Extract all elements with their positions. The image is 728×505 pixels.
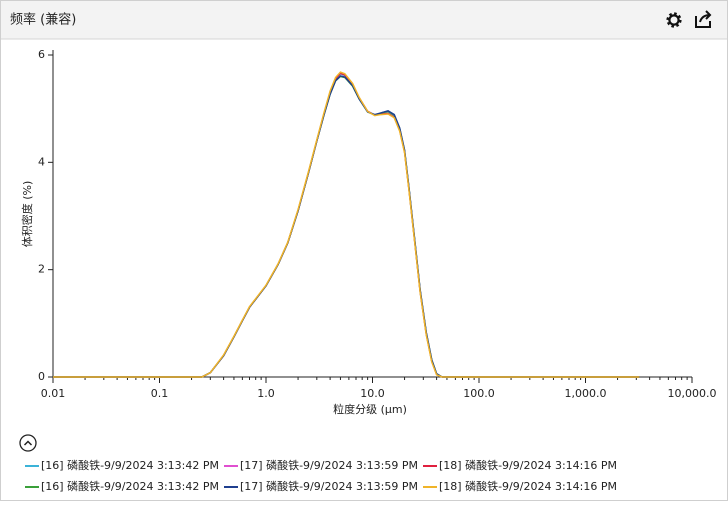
y-tick-label: 2	[38, 263, 45, 276]
header-bar	[1, 1, 727, 39]
legend-label: [18] 磷酸铁-9/9/2024 3:14:16 PM	[439, 479, 617, 493]
x-tick-label: 10,000.0	[668, 387, 717, 400]
x-tick-label: 100.0	[463, 387, 495, 400]
legend-label: [17] 磷酸铁-9/9/2024 3:13:59 PM	[240, 458, 418, 472]
legend-label: [16] 磷酸铁-9/9/2024 3:13:42 PM	[41, 458, 219, 472]
settings-icon[interactable]	[666, 12, 682, 28]
legend-label: [16] 磷酸铁-9/9/2024 3:13:42 PM	[41, 479, 219, 493]
x-tick-label: 0.1	[151, 387, 169, 400]
x-tick-label: 10.0	[360, 387, 385, 400]
legend-label: [17] 磷酸铁-9/9/2024 3:13:59 PM	[240, 479, 418, 493]
x-axis-label: 粒度分级 (μm)	[333, 402, 407, 416]
legend-label: [18] 磷酸铁-9/9/2024 3:14:16 PM	[439, 458, 617, 472]
export-icon[interactable]	[695, 10, 712, 28]
collapse-button[interactable]	[19, 434, 37, 452]
y-tick-label: 6	[38, 48, 45, 61]
x-tick-label: 1.0	[257, 387, 275, 400]
panel-title: 频率 (兼容)	[10, 12, 76, 28]
x-tick-label: 0.01	[41, 387, 66, 400]
series-line	[53, 71, 640, 378]
y-tick-label: 4	[38, 155, 45, 168]
y-axis-label: 体积密度 (%)	[20, 181, 34, 248]
y-tick-label: 0	[38, 370, 45, 383]
x-tick-label: 1,000.0	[565, 387, 607, 400]
